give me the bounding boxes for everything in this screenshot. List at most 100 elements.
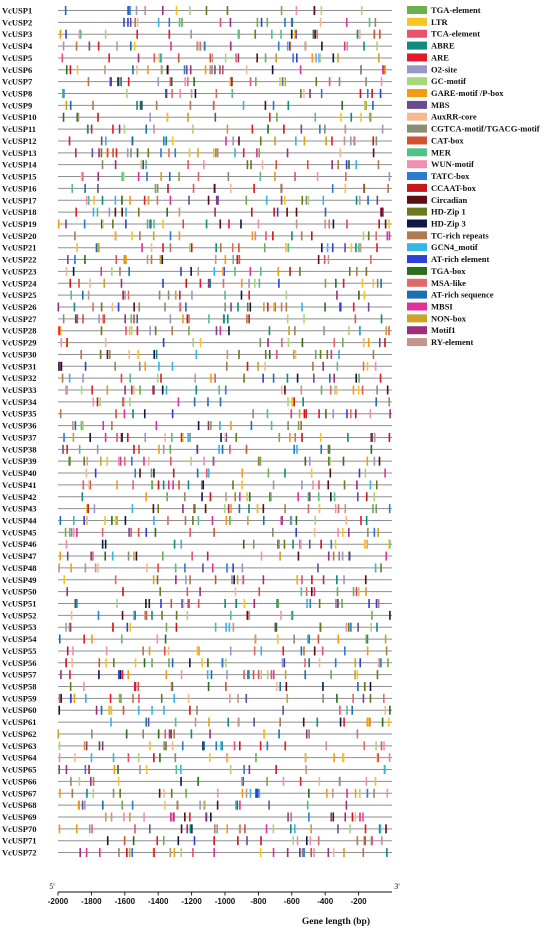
motif-mark [356,29,359,39]
motif-mark [203,741,205,751]
motif-mark [225,432,228,442]
motif-mark [189,243,191,253]
motif-mark [224,599,226,608]
motif-mark [387,183,389,193]
motif-mark [133,551,135,561]
motif-mark [384,219,387,229]
motif-mark [65,658,67,668]
legend-item: AT-rich sequence [407,290,494,300]
gene-label: VcUSP25 [2,290,36,300]
motif-mark [242,776,245,786]
legend-label: MBSI [431,302,453,312]
motif-mark [332,219,335,229]
motif-mark [318,53,320,63]
motif-mark [229,17,232,27]
motif-mark [226,124,229,134]
motif-mark [193,77,195,87]
motif-mark [331,136,333,146]
motif-mark [331,160,333,170]
motif-mark [361,385,364,395]
motif-mark [194,717,197,727]
motif-mark [80,172,83,182]
legend-label: MER [431,147,452,157]
motif-mark [123,409,126,419]
motif-mark [287,397,289,407]
gene-row: VcUSP20 [2,231,392,241]
x-tick-label: -800 [250,897,267,906]
motif-mark [230,421,232,431]
motif-mark [65,65,68,75]
motif-mark [315,77,318,87]
motif-mark [202,563,204,573]
motif-mark [369,693,372,703]
motif-mark [317,836,320,846]
motif-mark [289,41,291,51]
motif-mark [307,634,309,644]
motif-mark [111,266,113,276]
motif-mark [369,112,371,122]
motif-mark [373,456,376,466]
gene-label: VcUSP62 [2,729,36,739]
motif-mark [255,788,258,798]
motif-mark [352,385,355,395]
legend-item: ARE [407,52,449,62]
motif-mark [314,29,316,39]
motif-mark [285,682,288,692]
motif-mark [132,836,135,846]
motif-mark [78,444,81,454]
motif-mark [248,765,251,775]
motif-mark [380,658,382,668]
motif-mark [296,575,298,585]
motif-mark [219,219,222,229]
motif-mark [110,812,113,822]
motif-mark [179,89,181,99]
motif-mark [339,717,342,727]
gene-label: VcUSP2 [2,17,32,27]
motif-mark [317,492,320,502]
motif-mark [359,326,361,336]
motif-mark [264,361,266,371]
motif-mark [127,753,130,763]
motif-mark [292,349,295,359]
motif-mark [362,231,365,241]
motif-mark [389,610,391,620]
motif-mark [153,385,155,395]
motif-mark [65,385,67,395]
motif-mark [81,492,84,502]
motif-mark [284,504,286,514]
motif-mark [305,195,308,205]
motif-mark [383,741,385,751]
motif-mark [206,551,209,561]
motif-mark [144,432,146,442]
gene-row: VcUSP48 [2,563,392,573]
motif-mark [158,53,161,63]
motif-mark [65,622,67,632]
motif-mark [372,278,375,288]
motif-mark [346,41,349,51]
motif-mark [109,349,111,359]
motif-mark [60,670,62,680]
motif-mark [326,349,329,359]
motif-mark [220,432,222,442]
motif-mark [240,219,242,229]
motif-mark [272,848,275,858]
motif-mark [225,136,227,146]
motif-mark [192,338,194,348]
legend-item: MSA-like [407,278,466,288]
motif-mark [297,421,300,431]
motif-mark [237,717,240,727]
motif-mark [170,77,173,87]
motif-mark [330,349,333,359]
motif-mark [126,622,129,632]
motif-mark [280,515,283,525]
legend-label: AT-rich sequence [431,290,494,300]
motif-mark [325,409,327,419]
motif-mark [210,373,212,383]
motif-mark [371,432,374,442]
gene-label: VcUSP11 [2,124,36,134]
motif-mark [223,504,226,514]
motif-mark [334,504,337,514]
gene-label: VcUSP30 [2,349,36,359]
motif-mark [325,136,327,146]
motif-mark [164,729,167,739]
